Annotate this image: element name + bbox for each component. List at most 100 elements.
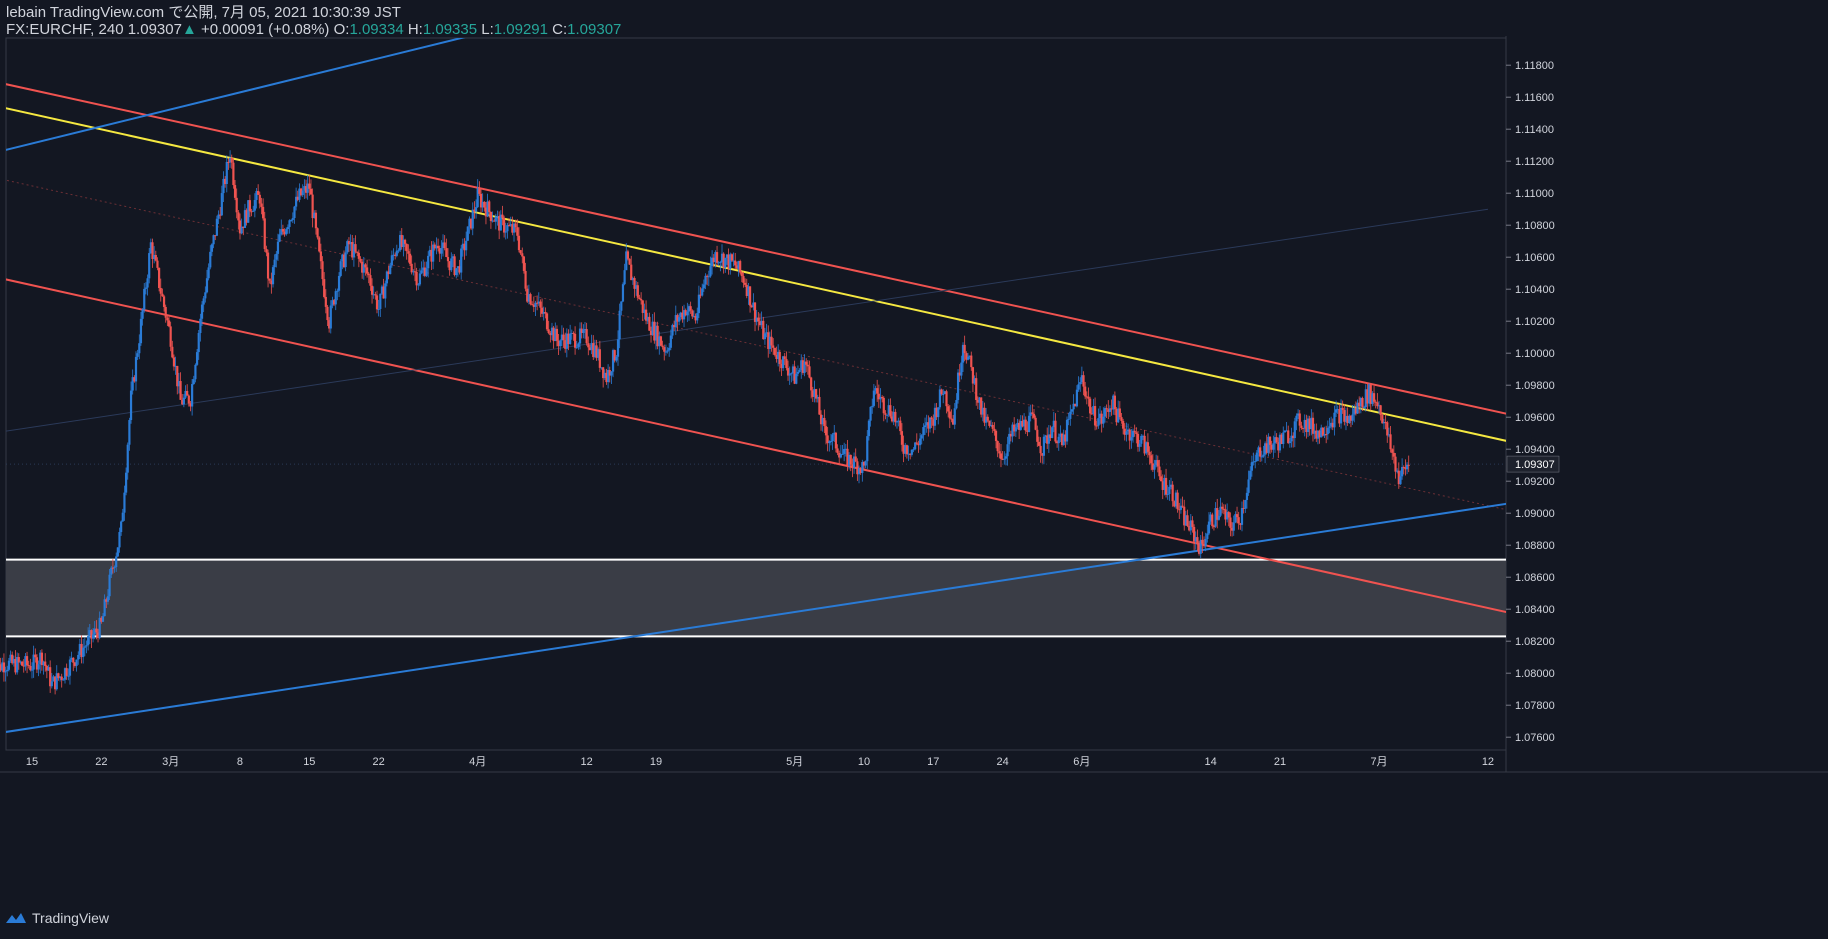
x-tick-label: 15: [26, 756, 38, 768]
candle-body: [42, 661, 45, 666]
trendline-blue-support[interactable]: [0, 502, 1508, 734]
candle-body: [930, 417, 933, 420]
trendline-yellow-trend[interactable]: [0, 105, 1508, 442]
candle-body: [1361, 398, 1364, 408]
candle-body: [580, 328, 583, 333]
candle-body: [1232, 522, 1235, 531]
candle-body: [1315, 430, 1318, 439]
candle-body: [131, 377, 134, 391]
candle-body: [1117, 408, 1120, 423]
candle-body: [283, 231, 286, 235]
candle-body: [861, 462, 864, 474]
candle-body: [1145, 442, 1148, 454]
candle-body: [555, 328, 559, 341]
candle-body: [162, 296, 166, 307]
candle-body: [455, 268, 458, 276]
candle-body: [1115, 408, 1118, 423]
candle-body: [184, 390, 187, 398]
candle-body: [603, 372, 606, 379]
candle-body: [1394, 456, 1397, 472]
candle-body: [762, 320, 765, 340]
candle-body: [1323, 434, 1326, 436]
y-tick-label: 1.11600: [1515, 92, 1554, 104]
candle-body: [153, 254, 156, 260]
candle-body: [1024, 419, 1027, 431]
candle-body: [65, 668, 68, 676]
candle-body: [96, 632, 100, 638]
candle-body: [748, 286, 752, 306]
publish-info: lebain TradingView.com で公開, 7月 05, 2021 …: [6, 4, 401, 21]
candle-body: [843, 449, 846, 454]
candle-body: [790, 373, 793, 375]
candle-body: [846, 448, 849, 467]
x-tick-label: 12: [1482, 756, 1494, 768]
candle-body: [1026, 430, 1029, 432]
candle-body: [1318, 430, 1321, 438]
support-zone[interactable]: [6, 559, 1506, 637]
candle-body: [1057, 436, 1060, 444]
candle-body: [565, 333, 568, 349]
symbol-label[interactable]: FX:EURCHF, 240: [6, 21, 124, 38]
candle-body: [674, 315, 677, 328]
candle-body: [859, 468, 862, 474]
candle-body: [673, 324, 676, 328]
candle-body: [1051, 427, 1054, 438]
candle-body: [1277, 442, 1280, 451]
candle-body: [1272, 443, 1275, 450]
candle-body: [1273, 437, 1277, 444]
candle-body: [534, 302, 537, 307]
candle-body: [265, 249, 268, 253]
candle-body: [214, 235, 217, 237]
candle-body: [1372, 393, 1376, 402]
candle-body: [1326, 427, 1329, 435]
trendline-channel-mid[interactable]: [0, 177, 1508, 511]
candle-body: [1092, 406, 1095, 414]
candle-body: [1367, 384, 1371, 404]
y-tick-label: 1.11200: [1515, 156, 1554, 168]
candle-body: [874, 388, 877, 391]
trendline-faint-diagonal[interactable]: [0, 208, 1489, 433]
candle-body: [471, 209, 474, 229]
candle-body: [918, 438, 922, 446]
candle-body: [1392, 452, 1395, 457]
candle-body: [554, 328, 557, 342]
trendline-blue-upper[interactable]: [0, 36, 468, 153]
candle-body: [1297, 413, 1300, 416]
trendline-channel-lower[interactable]: [0, 276, 1508, 614]
candle-body: [1166, 494, 1169, 496]
candle-body: [195, 352, 199, 365]
candle-body: [1262, 454, 1265, 457]
candle-body: [258, 194, 261, 204]
candle-body: [1027, 415, 1031, 432]
trendline-channel-upper[interactable]: [0, 81, 1508, 415]
price-change: +0.00091 (+0.08%): [200, 21, 330, 38]
candle-body: [1290, 435, 1293, 442]
candle-body: [965, 353, 968, 360]
candle-body: [238, 220, 242, 234]
candle-body: [263, 218, 266, 250]
candle-body: [465, 240, 468, 251]
candle-body: [1056, 441, 1059, 444]
candle-body: [1206, 533, 1209, 539]
candle-body: [727, 254, 730, 269]
low-value: 1.09291: [493, 21, 548, 38]
candle-body: [390, 255, 393, 266]
candle-body: [894, 411, 897, 423]
candle-body: [143, 288, 146, 310]
candle-body: [947, 406, 950, 412]
candle-body: [537, 301, 540, 304]
candle-body: [607, 370, 610, 383]
candle-body: [735, 265, 738, 269]
candle-body: [697, 294, 700, 314]
candle-body: [851, 464, 854, 468]
candle-body: [785, 358, 788, 369]
candle-body: [1151, 463, 1154, 470]
candle-body: [1164, 477, 1168, 495]
footer-brand[interactable]: TradingView: [4, 910, 109, 926]
candle-body: [573, 333, 577, 348]
x-tick-label: 14: [1205, 756, 1217, 768]
candle-body: [1212, 526, 1216, 528]
candle-body: [811, 390, 814, 397]
candle-body: [494, 216, 497, 222]
